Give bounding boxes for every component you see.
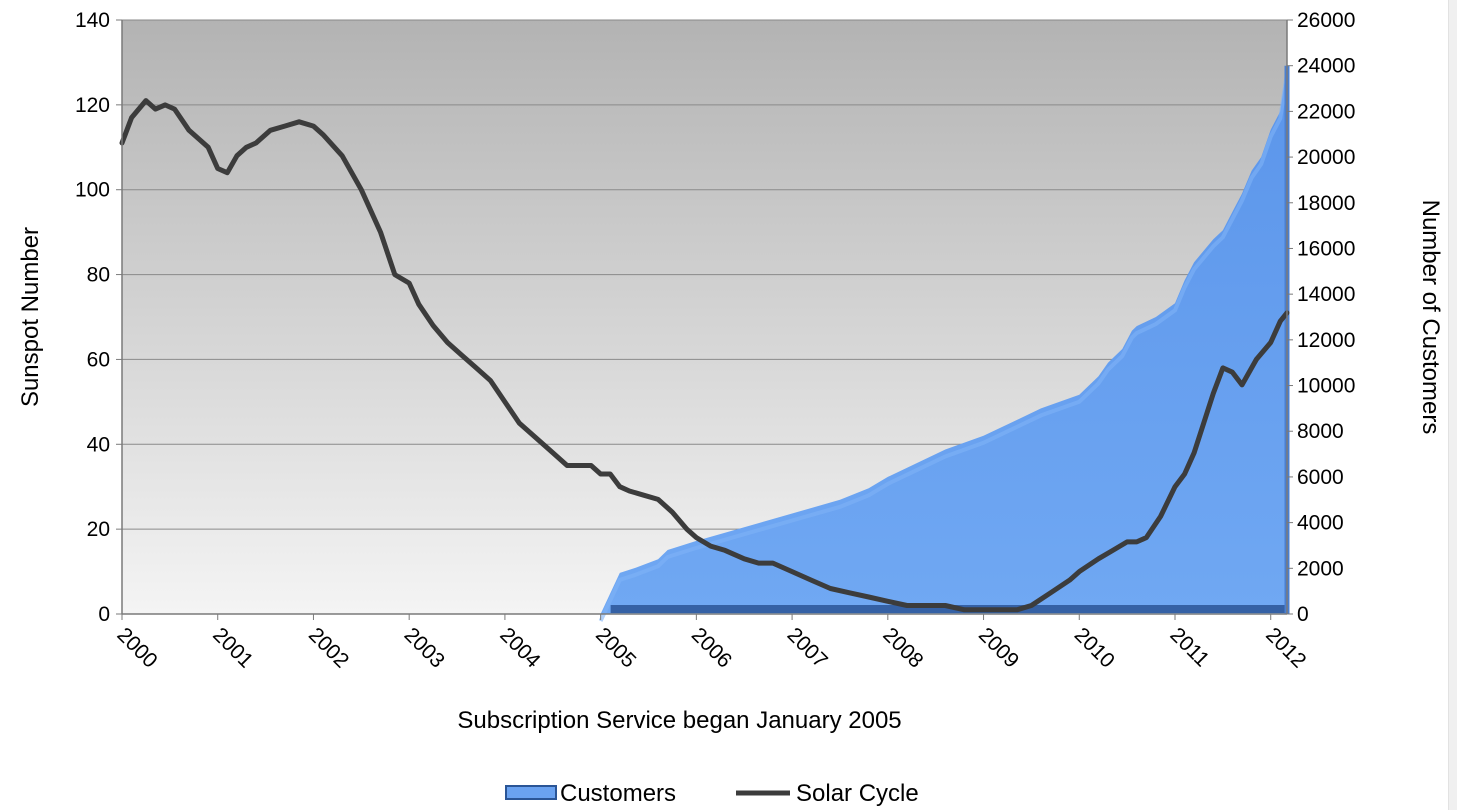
x-tick-label: 2001 <box>208 623 257 672</box>
y-right-tick-label: 24000 <box>1297 55 1355 78</box>
x-tick-label: 2003 <box>400 623 449 672</box>
y-right-tick-label: 2000 <box>1297 557 1344 580</box>
x-tick-label: 2008 <box>878 623 927 672</box>
legend-customers-label: Customers <box>560 780 676 807</box>
y-axis-left-title: Sunspot Number <box>17 227 44 407</box>
y-axis-right-title: Number of Customers <box>1417 200 1444 435</box>
legend-customers-swatch <box>505 785 557 800</box>
solar-line-layer <box>119 98 1290 613</box>
x-tick-label: 2002 <box>304 623 353 672</box>
solar-cycle-line <box>119 98 1290 613</box>
customers-area <box>600 65 1287 614</box>
customers-area-base <box>610 605 1285 613</box>
customers-area-highlight <box>598 72 1289 622</box>
y-left-tick-label: 20 <box>87 518 110 541</box>
x-tick-label: 2007 <box>783 623 832 672</box>
x-tick-label: 2011 <box>1165 623 1213 671</box>
y-left-tick-label: 60 <box>87 348 110 371</box>
y-right-tick-label: 6000 <box>1297 466 1344 489</box>
y-left-tick-label: 0 <box>98 603 110 626</box>
x-tick-label: 2010 <box>1070 623 1119 672</box>
y-right-tick-label: 16000 <box>1297 237 1355 260</box>
x-tick-label: 2009 <box>974 623 1023 672</box>
y-left-tick-label: 140 <box>75 9 110 32</box>
y-right-tick-label: 14000 <box>1297 283 1355 306</box>
y-right-tick-label: 18000 <box>1297 192 1355 215</box>
axes <box>121 20 1288 615</box>
legend: Customers Solar Cycle <box>505 780 919 807</box>
y-right-tick-label: 8000 <box>1297 420 1344 443</box>
scrollbar-edge <box>1448 0 1457 810</box>
legend-solar-cycle-label: Solar Cycle <box>796 780 919 807</box>
y-left-tick-label: 100 <box>75 179 110 202</box>
y-left-tick-label: 120 <box>75 94 110 117</box>
y-right-tick-label: 26000 <box>1297 9 1355 32</box>
x-tick-label: 2005 <box>591 623 640 672</box>
x-tick-label: 2012 <box>1261 623 1310 672</box>
y-right-tick-label: 22000 <box>1297 100 1355 123</box>
y-right-tick-label: 12000 <box>1297 329 1355 352</box>
y-right-tick-label: 10000 <box>1297 375 1355 398</box>
y-right-tick-label: 4000 <box>1297 512 1344 535</box>
y-left-tick-label: 40 <box>87 433 110 456</box>
y-right-tick-label: 0 <box>1297 603 1309 626</box>
y-left-tick-label: 80 <box>87 264 110 287</box>
y-right-tick-label: 20000 <box>1297 146 1355 169</box>
x-tick-label: 2000 <box>112 623 161 672</box>
x-axis-title: Subscription Service began January 2005 <box>457 707 901 734</box>
x-tick-label: 2006 <box>687 623 736 672</box>
x-tick-label: 2004 <box>495 623 545 673</box>
